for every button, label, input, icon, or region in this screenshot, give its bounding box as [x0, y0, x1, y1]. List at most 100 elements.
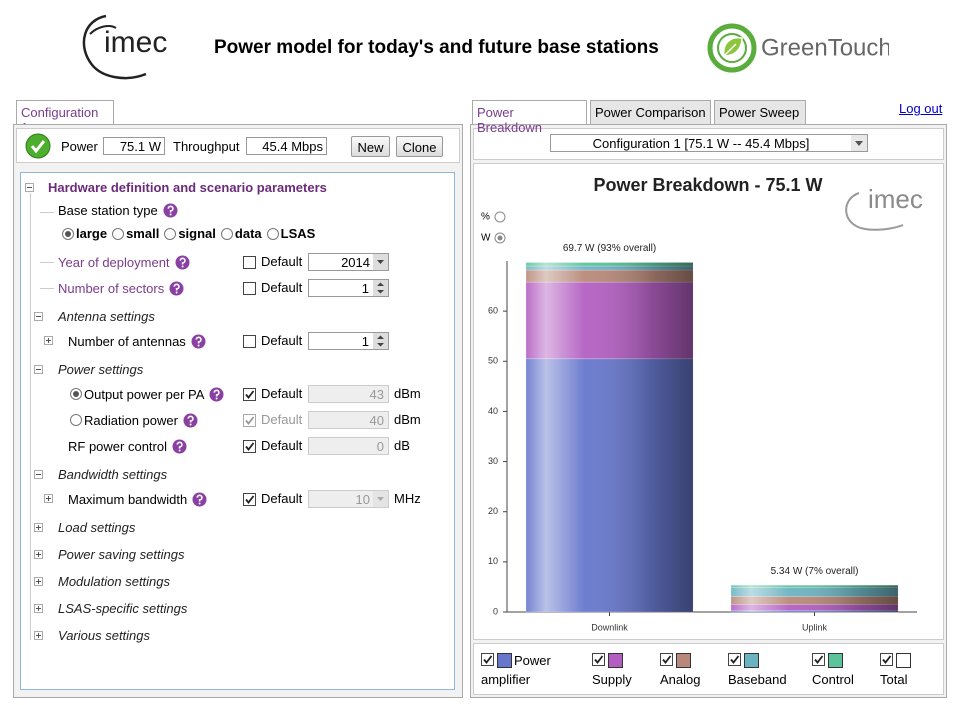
help-icon [192, 492, 207, 506]
legend-label: Analog [660, 672, 701, 687]
legend-item[interactable]: Total [880, 651, 940, 689]
help-glyph [195, 336, 202, 343]
expander[interactable] [44, 336, 53, 345]
help-icon [163, 203, 178, 218]
y-tick-label: 30 [488, 456, 498, 466]
radio[interactable] [220, 227, 233, 240]
checkbox[interactable] [243, 388, 256, 401]
result-tab[interactable]: Power Breakdown [472, 100, 587, 135]
unit-radio-dot [497, 235, 503, 241]
radio[interactable] [164, 227, 177, 240]
legend-item[interactable]: Supply [592, 651, 652, 689]
arrow-down [377, 260, 384, 264]
legend-label: Baseband [728, 672, 787, 687]
param-input[interactable]: 1 [308, 332, 389, 350]
config-tab[interactable]: Configuration 1 [16, 100, 114, 135]
expander[interactable] [34, 365, 43, 374]
radio-label[interactable]: signal [178, 226, 216, 241]
param-input[interactable]: 40 [308, 411, 389, 429]
unit-label: dB [394, 438, 410, 453]
radio[interactable] [112, 227, 125, 240]
legend-item[interactable]: Power amplifier [481, 651, 571, 689]
default-label: Default [261, 254, 303, 269]
radio[interactable] [70, 388, 82, 400]
expander[interactable] [34, 550, 43, 559]
legend-label: Supply [592, 672, 632, 687]
radio[interactable] [70, 414, 82, 426]
checkbox[interactable] [481, 653, 494, 666]
tree-line [40, 288, 54, 289]
param-row: Output power per PA [84, 385, 224, 403]
expander[interactable] [34, 470, 43, 479]
check-stroke [245, 442, 255, 451]
icon-check [30, 140, 46, 154]
bar-shade [525, 262, 694, 612]
checkbox[interactable] [243, 414, 256, 427]
legend-item[interactable]: Control [812, 651, 872, 689]
section-label: Power saving settings [58, 547, 185, 562]
expander[interactable] [44, 494, 53, 503]
help-icon [183, 413, 198, 427]
clone-button[interactable]: Clone [396, 136, 443, 157]
check-mark [662, 655, 672, 664]
checkbox[interactable] [243, 256, 256, 269]
section-label: Various settings [58, 628, 151, 643]
radio[interactable] [62, 227, 74, 240]
unit-label: dBm [394, 412, 421, 427]
expander[interactable] [34, 631, 43, 640]
expander[interactable] [34, 312, 43, 321]
param-input[interactable]: 0 [308, 437, 389, 455]
radio-label[interactable]: large [76, 226, 108, 241]
checkbox[interactable] [880, 653, 893, 666]
logo-text: GreenTouch [761, 34, 889, 61]
watermark: imec [868, 184, 923, 214]
param-input[interactable]: 10 [308, 490, 389, 508]
radio-label[interactable]: small [126, 226, 160, 241]
legend-label: Control [812, 672, 854, 687]
unit-radio [494, 211, 506, 223]
default-label: Default [261, 491, 303, 506]
chart: imec Power Breakdown - 75.1 W % W 0 10 20 30 4… [481, 175, 923, 633]
radio[interactable] [266, 227, 279, 240]
check-mark [245, 416, 255, 425]
param-input[interactable]: 2014 [308, 253, 389, 271]
result-tab[interactable]: Power Sweep [714, 100, 806, 124]
tree-line [40, 262, 54, 263]
legend-item[interactable]: Analog [660, 651, 720, 689]
checkbox[interactable] [243, 440, 256, 453]
config-dropdown[interactable]: Configuration 1 [75.1 W -- 45.4 Mbps] [550, 134, 868, 152]
radio-dot [73, 391, 79, 397]
checkbox[interactable] [592, 653, 605, 666]
param-input[interactable]: 1 [308, 279, 389, 297]
checkbox[interactable] [243, 335, 256, 348]
legend-swatch [744, 653, 759, 668]
logo-swirl [89, 25, 117, 35]
checkbox[interactable] [243, 282, 256, 295]
legend-item[interactable]: Baseband [728, 651, 808, 689]
default-label: Default [261, 412, 303, 427]
expander[interactable] [34, 604, 43, 613]
section-label: Power settings [58, 362, 144, 377]
radio-label[interactable]: LSAS [280, 226, 316, 241]
radio-label[interactable]: data [234, 226, 262, 241]
checkbox[interactable] [812, 653, 825, 666]
y-tick-label: 50 [488, 356, 498, 366]
checkbox[interactable] [243, 493, 256, 506]
expander[interactable] [34, 523, 43, 532]
expander[interactable] [25, 183, 34, 192]
y-tick-label: 0 [493, 606, 498, 616]
power-label: Power [61, 139, 98, 154]
help-glyph [179, 257, 186, 264]
logout-link[interactable]: Log out [899, 101, 943, 116]
section-label: Modulation settings [58, 574, 171, 589]
expander-icon [36, 552, 41, 557]
expander-icon [36, 606, 41, 611]
expander[interactable] [34, 577, 43, 586]
arrow-up [377, 335, 384, 339]
result-tab[interactable]: Power Comparison [590, 100, 711, 124]
checkbox[interactable] [660, 653, 673, 666]
checkbox[interactable] [728, 653, 741, 666]
param-input[interactable]: 43 [308, 385, 389, 403]
new-button[interactable]: New [351, 136, 390, 157]
expander-icon [27, 187, 32, 188]
